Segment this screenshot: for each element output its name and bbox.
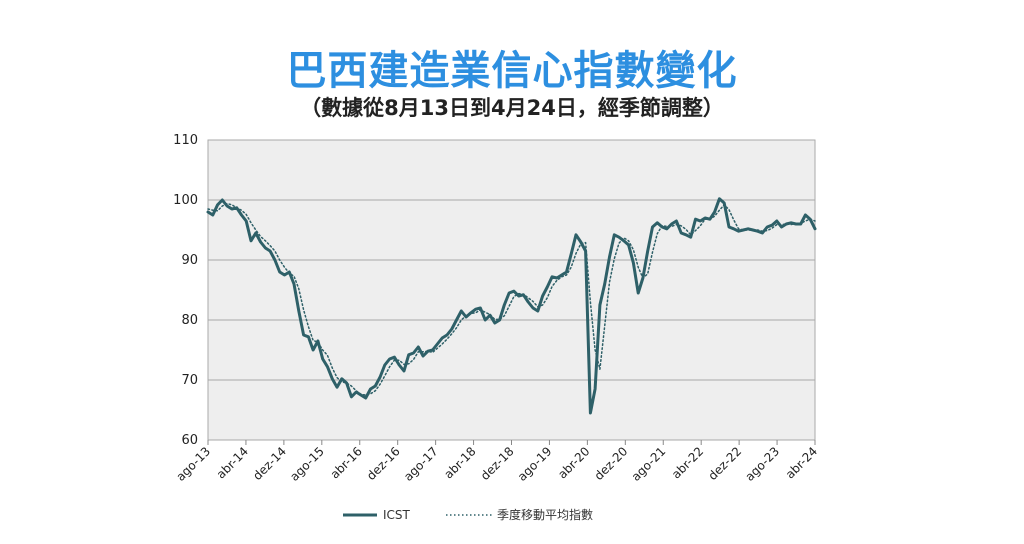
grid-lines xyxy=(208,139,815,441)
x-tick-label: dez-20 xyxy=(592,444,631,483)
series-line-moving-average xyxy=(207,202,816,396)
x-tick-label: abr-16 xyxy=(328,444,365,481)
plot-area xyxy=(207,139,816,441)
x-tick-label: abr-22 xyxy=(669,444,706,481)
y-tick-label: 100 xyxy=(173,193,198,208)
x-tick-label: abr-18 xyxy=(441,444,478,481)
x-tick-label: ago-15 xyxy=(287,444,327,484)
y-tick-label: 70 xyxy=(181,373,198,388)
x-tick-label: dez-16 xyxy=(364,444,403,483)
legend-label-moving-average: 季度移動平均指數 xyxy=(497,507,593,522)
x-tick-label: ago-23 xyxy=(742,444,782,484)
x-tick-label: ago-17 xyxy=(401,444,441,484)
series-line-icst xyxy=(206,197,817,415)
legend: ICST 季度移動平均指數 xyxy=(343,507,593,522)
y-axis: 60 70 80 90 100 110 xyxy=(173,133,198,448)
y-tick-label: 60 xyxy=(181,433,198,448)
series-group xyxy=(206,197,817,415)
x-tick-label: dez-22 xyxy=(705,444,744,483)
legend-label-icst: ICST xyxy=(383,508,411,522)
chart-subtitle: （數據從8月13日到4月24日，經季節調整） xyxy=(300,96,724,120)
y-tick-label: 90 xyxy=(181,253,198,268)
x-tick-label: ago-13 xyxy=(173,444,213,484)
x-tick-label: dez-14 xyxy=(250,444,289,483)
x-tick-label: abr-14 xyxy=(214,444,251,481)
chart-title: 巴西建造業信心指數變化 xyxy=(286,48,738,94)
x-tick-label: dez-18 xyxy=(478,444,517,483)
x-tick-label: abr-20 xyxy=(555,444,592,481)
y-tick-label: 80 xyxy=(181,313,198,328)
x-tick-label: abr-24 xyxy=(783,444,820,481)
y-tick-label: 110 xyxy=(173,133,198,148)
x-tick-label: ago-21 xyxy=(629,444,669,484)
x-tick-label: ago-19 xyxy=(515,444,555,484)
